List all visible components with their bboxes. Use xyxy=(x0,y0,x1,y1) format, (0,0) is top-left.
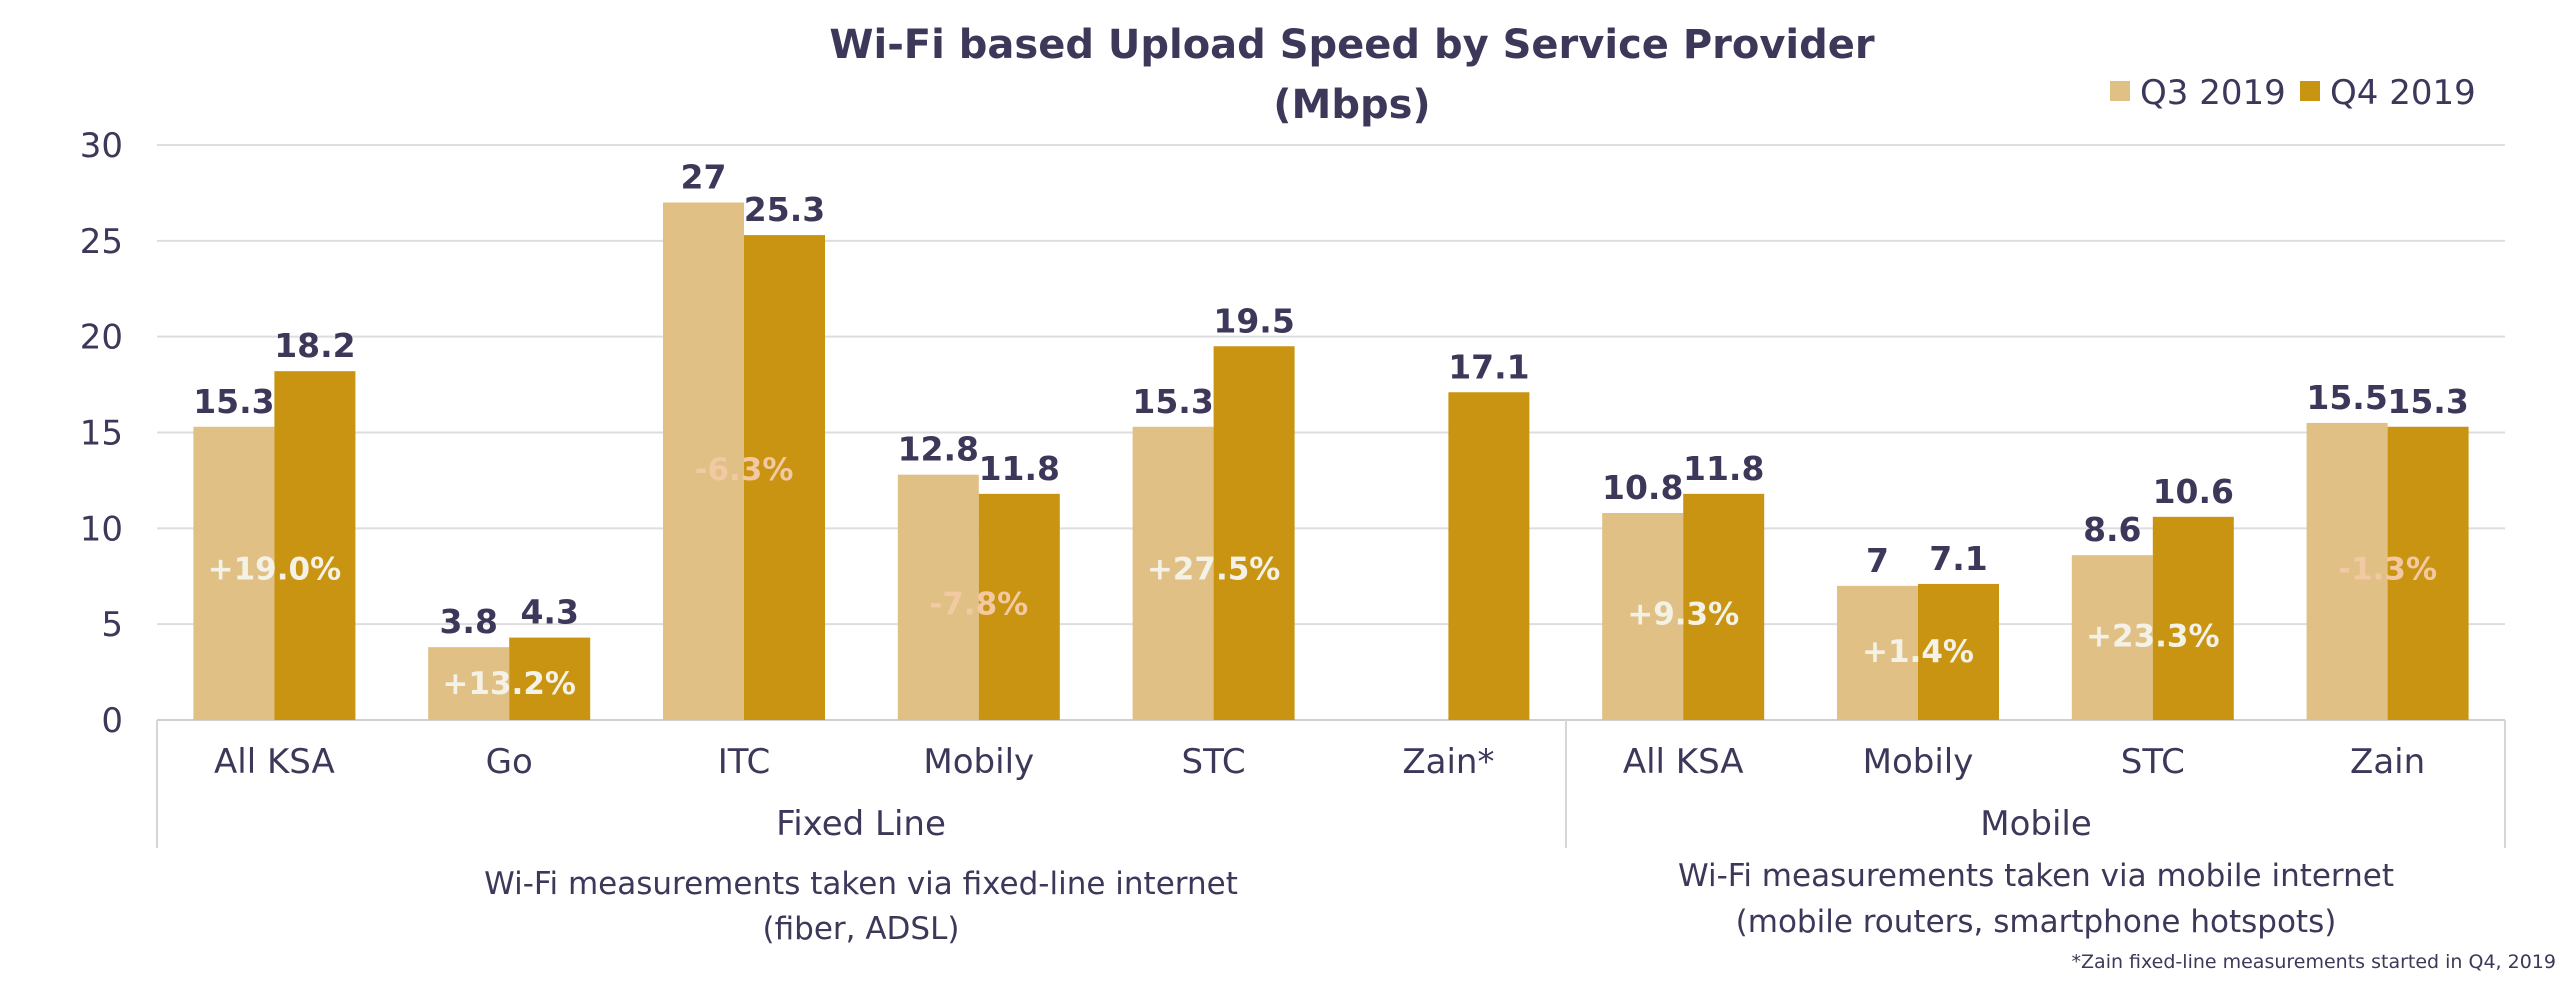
data-label-q3: 3.8 xyxy=(439,602,497,641)
legend: Q3 2019 Q4 2019 xyxy=(2110,73,2476,113)
data-label-q4: 10.6 xyxy=(2153,472,2234,511)
y-tick-label: 0 xyxy=(101,701,123,741)
data-label-q4: 7.1 xyxy=(1929,539,1987,578)
bar-q4 xyxy=(274,371,356,720)
change-label: -1.3% xyxy=(2338,552,2437,588)
data-label-q4: 18.2 xyxy=(274,326,355,365)
chart-title: Wi-Fi based Upload Speed by Service Prov… xyxy=(829,22,1875,68)
data-label-q4: 25.3 xyxy=(744,190,825,229)
legend-swatch-q4 xyxy=(2300,81,2320,101)
change-label: +23.3% xyxy=(2086,618,2220,654)
data-label-q3: 7 xyxy=(1866,541,1889,580)
bar-q4 xyxy=(978,493,1060,720)
bar-q3 xyxy=(2071,555,2153,720)
data-label-q4: 11.8 xyxy=(979,449,1060,488)
y-tick-label: 10 xyxy=(80,509,123,549)
bar-q3 xyxy=(663,202,744,720)
y-tick-label: 30 xyxy=(80,126,123,166)
footnote: *Zain fixed-line measurements started in… xyxy=(2072,951,2556,973)
legend-label-q3: Q3 2019 xyxy=(2140,73,2286,113)
chart-subtitle: (Mbps) xyxy=(1273,82,1430,128)
category-label: Zain xyxy=(2350,742,2425,782)
y-tick-label: 25 xyxy=(80,222,123,262)
category-label: Mobily xyxy=(923,742,1034,782)
data-label-q3: 12.8 xyxy=(898,430,979,469)
bar-q3 xyxy=(2306,422,2388,720)
y-tick-label: 15 xyxy=(80,414,123,454)
bar-q3 xyxy=(428,647,510,720)
data-label-q3: 15.3 xyxy=(193,382,274,421)
group-label-mobile: Mobile xyxy=(1980,804,2092,844)
category-label: All KSA xyxy=(1623,742,1744,782)
category-label: Mobily xyxy=(1863,742,1974,782)
data-label-q4: 19.5 xyxy=(1213,301,1294,340)
y-axis-ticks: 0 5 10 15 20 25 30 xyxy=(80,126,123,741)
category-label: Go xyxy=(486,742,533,782)
data-label-q4: 4.3 xyxy=(520,593,578,632)
change-label: +27.5% xyxy=(1147,552,1281,588)
bar-q4 xyxy=(1448,392,1530,720)
bar-q4 xyxy=(1918,583,1999,720)
data-label-q3: 10.8 xyxy=(1602,468,1683,507)
y-tick-label: 5 xyxy=(101,605,123,645)
bar-q4 xyxy=(1213,346,1295,720)
data-label-q3: 15.3 xyxy=(1132,382,1213,421)
category-label: ITC xyxy=(718,742,771,782)
data-labels: 15.318.2+19.0%3.8 4.3+13.2%2725.3-6.3%12.… xyxy=(193,158,2469,703)
data-label-q4: 17.1 xyxy=(1448,347,1529,386)
mobile-note-1: Wi-Fi measurements taken via mobile inte… xyxy=(1678,858,2394,894)
bar-q4 xyxy=(744,235,825,721)
data-label-q3: 27 xyxy=(681,158,727,197)
category-label: All KSA xyxy=(214,742,335,782)
bar-q3 xyxy=(1132,426,1214,720)
bar-q3 xyxy=(897,474,979,720)
change-label: +19.0% xyxy=(208,552,342,588)
category-label: Zain* xyxy=(1402,742,1494,782)
fixed-line-note-1: Wi-Fi measurements taken via fixed-line … xyxy=(484,866,1238,902)
data-label-q3: 8.6 xyxy=(2083,510,2141,549)
bar-q3 xyxy=(1837,585,1918,720)
y-tick-label: 20 xyxy=(80,318,123,358)
group-label-fixed-line: Fixed Line xyxy=(776,804,946,844)
change-label: +13.2% xyxy=(442,666,576,702)
mobile-note-2: (mobile routers, smartphone hotspots) xyxy=(1736,904,2337,940)
data-label-q4: 15.3 xyxy=(2387,382,2468,421)
change-label: -6.3% xyxy=(695,452,794,488)
category-labels: All KSA Go ITC Mobily STC Zain* All KSA Mobily S… xyxy=(214,742,2425,782)
category-label: STC xyxy=(1182,742,1246,782)
bar-q3 xyxy=(193,426,275,720)
bar-q4 xyxy=(509,637,591,720)
bar-q3 xyxy=(1602,513,1684,720)
legend-label-q4: Q4 2019 xyxy=(2330,73,2476,113)
change-label: +9.3% xyxy=(1627,596,1739,632)
change-label: +1.4% xyxy=(1862,634,1974,670)
category-label: STC xyxy=(2121,742,2185,782)
fixed-line-note-2: (fiber, ADSL) xyxy=(763,911,960,947)
bars xyxy=(193,202,2469,721)
gridlines xyxy=(157,144,2505,721)
data-label-q3: 15.5 xyxy=(2306,378,2387,417)
bar-q4 xyxy=(1683,493,1765,720)
group-dividers xyxy=(156,720,2506,848)
data-label-q4: 11.8 xyxy=(1683,449,1764,488)
bar-q4 xyxy=(2387,426,2469,720)
legend-swatch-q3 xyxy=(2110,81,2130,101)
bar-q4 xyxy=(2152,516,2234,720)
change-label: -7.8% xyxy=(929,586,1028,622)
